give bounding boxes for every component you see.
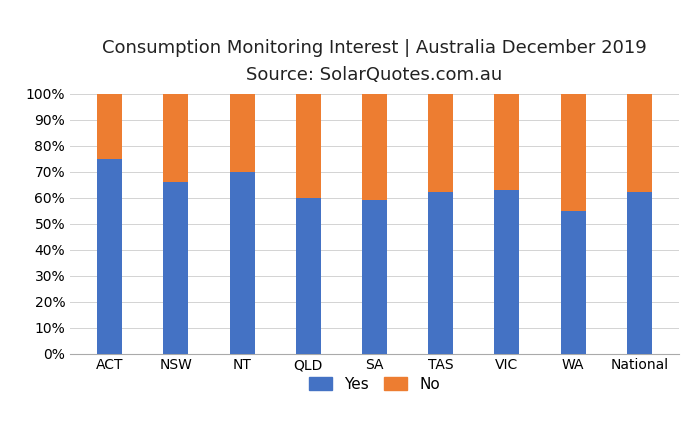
Bar [561,210,586,354]
Bar [163,94,188,182]
Bar [230,172,255,354]
Bar [362,200,387,354]
Bar [626,94,652,193]
Legend: Yes, No: Yes, No [303,371,446,398]
Bar [626,193,652,354]
Bar [97,94,122,158]
Bar [163,182,188,354]
Bar [561,94,586,210]
Bar [428,94,454,193]
Bar [428,193,454,354]
Title: Consumption Monitoring Interest | Australia December 2019
Source: SolarQuotes.co: Consumption Monitoring Interest | Austra… [102,40,647,84]
Bar [97,158,122,354]
Bar [494,94,519,190]
Bar [295,198,321,354]
Bar [295,94,321,198]
Bar [230,94,255,172]
Bar [362,94,387,200]
Bar [494,190,519,354]
